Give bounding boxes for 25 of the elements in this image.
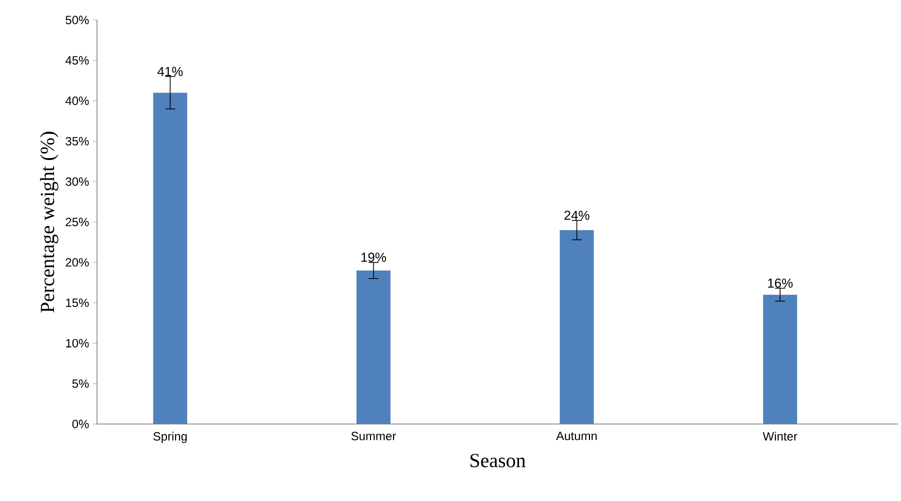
y-tick-label: 25% [66, 218, 89, 226]
y-tick-label: 5% [72, 379, 89, 388]
y-tick-label: 30% [66, 177, 89, 186]
y-tick-label: 0% [72, 420, 89, 428]
data-label: 16% [768, 278, 793, 288]
bar [763, 294, 798, 424]
y-tick-label: 40% [65, 96, 89, 106]
y-tick-label: 45% [65, 56, 89, 65]
y-tick-label: 15% [66, 298, 89, 308]
data-label: 24% [564, 210, 590, 220]
data-label: 19% [361, 252, 386, 262]
bar [153, 92, 188, 424]
bar [560, 230, 594, 424]
y-tick-label: 10% [66, 338, 89, 348]
y-tick-label: 20% [66, 258, 89, 267]
data-label: 41% [157, 66, 183, 76]
bar [356, 270, 390, 424]
y-tick-label: 35% [66, 136, 89, 146]
x-tick-label: Autumn [556, 432, 597, 440]
x-axis-title: Season [470, 454, 526, 468]
y-axis-title: Percentage weight (%) [40, 132, 58, 312]
x-tick-label: Winter [762, 432, 798, 441]
x-tick-label: Summer [351, 432, 396, 440]
x-tick-label: Spring [153, 432, 187, 443]
y-tick-label: 50% [66, 16, 89, 24]
